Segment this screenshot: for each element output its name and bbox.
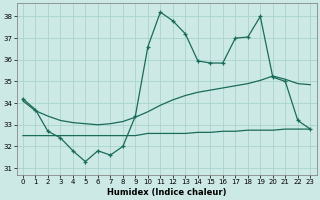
X-axis label: Humidex (Indice chaleur): Humidex (Indice chaleur) <box>107 188 226 197</box>
